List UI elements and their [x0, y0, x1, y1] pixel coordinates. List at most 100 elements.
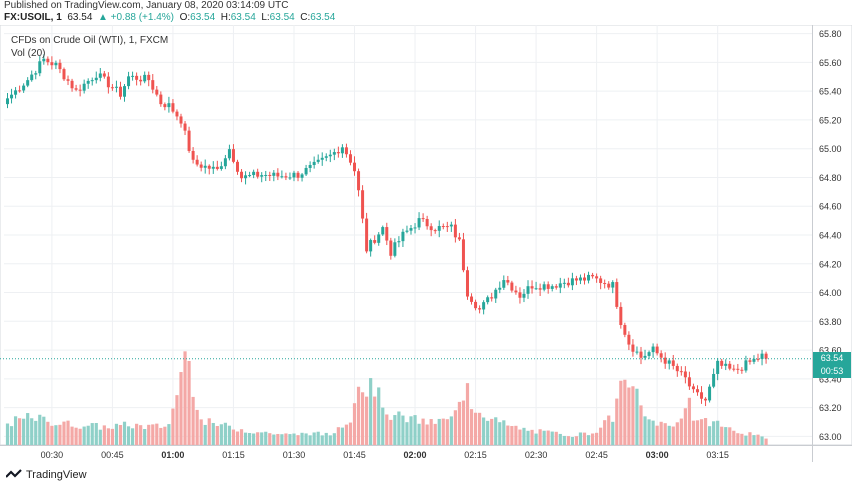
candle-body — [183, 123, 187, 131]
candle-body — [199, 164, 203, 168]
candle-body — [675, 365, 679, 372]
candle-body — [570, 278, 574, 286]
candle-body — [453, 224, 457, 238]
volume-bar — [526, 430, 530, 445]
volume-bar — [691, 420, 696, 445]
candle-body — [421, 218, 425, 220]
volume-bar — [243, 432, 248, 445]
time-axis[interactable]: 00:30 00:45 01:00 01:15 01:30 01:45 02:00 02:15… — [41, 450, 729, 460]
volume-bar — [356, 386, 361, 445]
volume-bar — [46, 421, 50, 445]
candle-body — [695, 389, 699, 393]
volume-bar — [651, 420, 655, 445]
volume-bar — [490, 418, 494, 445]
volume-bar — [671, 426, 675, 445]
candle-body — [179, 116, 183, 124]
volume-bar — [183, 351, 187, 445]
candle-body — [482, 302, 486, 310]
candle-body — [413, 227, 417, 229]
volume-bar — [296, 435, 300, 445]
candle-body — [127, 76, 131, 87]
candle-body — [542, 284, 546, 290]
price-change: +0.88 (+1.4%) — [110, 12, 175, 23]
published-caption: Published on TradingView.com, January 08… — [4, 0, 289, 11]
volume-bar — [611, 421, 615, 445]
candle-body — [118, 86, 122, 97]
candle-body — [155, 89, 159, 95]
candle-body — [449, 224, 453, 227]
candle-body — [728, 363, 732, 369]
volume-bar — [292, 433, 296, 445]
volume-bar — [9, 426, 14, 445]
volume-bar — [86, 425, 90, 445]
candle-body — [708, 386, 712, 401]
candle-body — [655, 346, 659, 354]
volume-bar — [595, 432, 599, 445]
volume-bar — [207, 418, 211, 445]
candle-body — [203, 165, 207, 168]
candle-body — [615, 282, 619, 307]
price-tick-label: 63.60 — [819, 346, 842, 356]
volume-bar — [449, 416, 453, 445]
volume-bars — [5, 351, 768, 445]
candle-body — [361, 190, 365, 219]
volume-bar — [50, 425, 54, 445]
candle-body — [687, 377, 691, 387]
volume-bar — [752, 435, 756, 445]
volume-bar — [66, 420, 70, 445]
volume-bar — [130, 428, 135, 445]
candle-body — [114, 86, 118, 88]
candle-body — [38, 61, 42, 74]
time-tick-label: 00:30 — [41, 450, 64, 460]
volume-bar — [453, 410, 457, 445]
candle-body — [474, 301, 478, 309]
chart-frame[interactable]: 65.80 65.60 65.40 65.20 65.00 64.80 64.60 64.40… — [0, 24, 852, 485]
candle-body — [550, 286, 554, 289]
candle-body — [191, 150, 195, 160]
volume-bar — [239, 429, 244, 445]
bar-countdown-tag: 00:53 — [813, 364, 851, 378]
volume-bar — [82, 426, 86, 445]
volume-bar — [211, 422, 215, 445]
volume-bar — [26, 413, 30, 445]
candle-body — [683, 371, 687, 378]
volume-bar — [30, 418, 34, 445]
volume-bar — [106, 428, 110, 445]
volume-bar — [607, 415, 611, 445]
volume-bar — [332, 433, 336, 445]
volume-bar — [70, 426, 74, 445]
volume-bar — [320, 435, 324, 445]
price-tick-label: 63.40 — [819, 374, 842, 384]
candle-body — [691, 386, 695, 390]
candle-body — [740, 369, 744, 371]
candle-body — [671, 360, 675, 366]
candle-body — [320, 157, 324, 160]
volume-bar — [623, 379, 627, 445]
volume-bar — [724, 427, 728, 445]
volume-bar — [219, 424, 223, 445]
volume-bar — [58, 424, 62, 445]
high-label: H: — [220, 12, 231, 23]
candle-body — [393, 242, 397, 256]
price-tick-label: 65.60 — [819, 58, 842, 68]
volume-bar — [429, 419, 433, 445]
time-tick-label: 00:45 — [101, 450, 124, 460]
candle-body — [417, 218, 421, 228]
volume-bar — [5, 423, 10, 445]
candle-body — [348, 154, 352, 163]
candle-body — [470, 296, 474, 302]
candle-body — [82, 83, 86, 91]
candle-body — [357, 171, 361, 191]
time-tick-label: 02:30 — [525, 450, 548, 460]
volume-bar — [175, 395, 179, 445]
volume-bar — [461, 400, 466, 445]
candle-body — [409, 228, 413, 231]
candle-body — [381, 227, 385, 235]
volume-bar — [740, 433, 744, 445]
price-axis[interactable]: 65.80 65.60 65.40 65.20 65.00 64.80 64.60 64.40… — [819, 29, 842, 442]
candle-body — [50, 62, 54, 66]
price-chart[interactable]: 65.80 65.60 65.40 65.20 65.00 64.80 64.60 64.40… — [0, 24, 852, 485]
volume-bar — [191, 396, 195, 445]
volume-bar — [135, 423, 139, 445]
tradingview-logo[interactable]: TradingView — [6, 469, 87, 481]
